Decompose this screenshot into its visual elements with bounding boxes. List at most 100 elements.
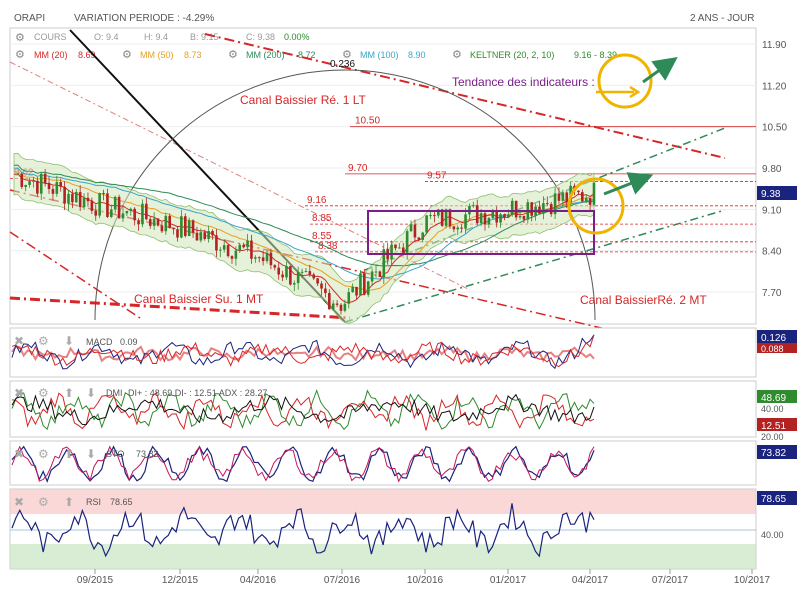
price-tick-label: 10.50 bbox=[762, 123, 787, 134]
candle-body bbox=[191, 220, 195, 233]
candle-body bbox=[121, 213, 125, 219]
settings-icon-rsi[interactable]: ⚙ bbox=[38, 495, 49, 509]
candle-body bbox=[464, 214, 467, 229]
candle-body bbox=[145, 203, 148, 220]
candle-body bbox=[331, 303, 335, 310]
candle-body bbox=[207, 231, 210, 240]
candle-body bbox=[176, 229, 179, 238]
candle-body bbox=[394, 244, 397, 249]
candle-body bbox=[94, 210, 98, 216]
legend-mm50-value: 8.73 bbox=[184, 50, 202, 60]
candle-body bbox=[106, 193, 109, 217]
settings-icon-mm200[interactable]: ⚙ bbox=[228, 49, 238, 61]
candle-body bbox=[59, 182, 63, 187]
candle-body bbox=[530, 202, 534, 216]
canal-su-line bbox=[9, 296, 351, 320]
rsi-label: RSI bbox=[86, 497, 101, 507]
candle-body bbox=[219, 249, 222, 251]
candle-body bbox=[503, 214, 506, 218]
canal-lt-line bbox=[204, 33, 726, 159]
close-icon-dmi[interactable]: ✖ bbox=[14, 386, 24, 400]
candle-body bbox=[148, 219, 152, 226]
candle-body bbox=[448, 209, 452, 227]
legend-keltner-value: 9.16 - 8.39 bbox=[574, 50, 617, 60]
candle-body bbox=[254, 257, 257, 259]
candle-body bbox=[203, 232, 207, 240]
price-tick-label: 11.90 bbox=[762, 40, 787, 51]
candle-body bbox=[553, 193, 557, 215]
fib-label: 0.236 bbox=[330, 59, 355, 70]
rsi-line bbox=[11, 503, 595, 558]
legend-mm100-value: 8.90 bbox=[408, 50, 426, 60]
candle-body bbox=[339, 304, 343, 311]
close-icon-rsi[interactable]: ✖ bbox=[14, 495, 24, 509]
settings-icon-dmi[interactable]: ⚙ bbox=[38, 386, 49, 400]
candle-body bbox=[475, 205, 479, 224]
price-tick-label: 9.80 bbox=[762, 164, 782, 175]
up-arrow-icon-sto[interactable]: ⬆ bbox=[64, 447, 74, 461]
legend-cours: COURS bbox=[34, 32, 67, 42]
candle-body bbox=[522, 215, 526, 220]
candle-body bbox=[187, 220, 191, 236]
settings-icon-mm100[interactable]: ⚙ bbox=[342, 49, 352, 61]
sto-d-line bbox=[11, 445, 595, 483]
price-tick-label: 7.70 bbox=[762, 288, 782, 299]
mm200-line bbox=[13, 164, 595, 267]
down-arrow-icon-macd[interactable]: ⬇ bbox=[64, 334, 74, 348]
candle-body bbox=[347, 292, 351, 304]
legend-mm200: MM (200) bbox=[246, 50, 285, 60]
candle-body bbox=[32, 180, 35, 182]
candle-body bbox=[55, 182, 59, 194]
candle-body bbox=[16, 173, 20, 175]
settings-icon-mm50[interactable]: ⚙ bbox=[122, 49, 132, 61]
candle-body bbox=[328, 293, 331, 310]
date-tick-label: 07/2017 bbox=[652, 575, 689, 586]
candle-body bbox=[292, 283, 296, 285]
candle-body bbox=[242, 244, 245, 248]
period-label: 2 ANS - JOUR bbox=[690, 13, 754, 24]
candle-body bbox=[281, 274, 284, 278]
candle-body bbox=[117, 196, 121, 219]
candle-body bbox=[36, 180, 39, 194]
candle-body bbox=[47, 182, 51, 190]
settings-icon-macd[interactable]: ⚙ bbox=[38, 334, 49, 348]
legend-row-1: ⚙ COURS O: 9.4 H: 9.4 B: 9.15 C: 9.38 0.… bbox=[15, 32, 310, 44]
down-arrow-icon-sto[interactable]: ⬇ bbox=[86, 447, 96, 461]
candle-body bbox=[141, 203, 144, 225]
price-levels: 10.509.709.579.168.858.558.389.62 bbox=[10, 116, 756, 253]
candle-body bbox=[43, 173, 47, 183]
candle-body bbox=[433, 215, 436, 217]
date-tick-label: 10/2017 bbox=[734, 575, 771, 586]
rsi-badge: 78.65 bbox=[761, 494, 786, 505]
candle-body bbox=[405, 231, 409, 253]
close-icon-sto[interactable]: ✖ bbox=[14, 447, 24, 461]
candle-body bbox=[304, 271, 308, 273]
price-axis: 11.90 11.20 10.50 9.80 9.10 8.40 7.70 bbox=[762, 40, 787, 299]
settings-icon-mm20[interactable]: ⚙ bbox=[15, 49, 25, 61]
candle-body bbox=[363, 273, 366, 295]
legend-close: C: 9.38 bbox=[246, 32, 275, 42]
candle-body bbox=[226, 245, 230, 257]
dmi-text: DI+ : 48.69 DI- : 12.51 ADX : 28.27 bbox=[128, 388, 267, 398]
up-arrow-icon-rsi[interactable]: ⬆ bbox=[64, 495, 74, 509]
close-icon-macd[interactable]: ✖ bbox=[14, 334, 24, 348]
macd-histogram bbox=[11, 344, 595, 363]
dmi-badge-top: 48.69 bbox=[761, 393, 786, 404]
last-price-badge bbox=[757, 186, 797, 200]
candle-body bbox=[584, 198, 588, 202]
price-level-label: 9.57 bbox=[427, 171, 447, 182]
candle-body bbox=[183, 216, 187, 236]
down-arrow-icon-dmi[interactable]: ⬇ bbox=[86, 386, 96, 400]
candle-body bbox=[300, 271, 304, 273]
candle-body bbox=[78, 192, 82, 208]
candle-body bbox=[409, 224, 413, 232]
settings-icon[interactable]: ⚙ bbox=[15, 32, 25, 44]
settings-icon-keltner[interactable]: ⚙ bbox=[452, 49, 462, 61]
candle-body bbox=[557, 193, 561, 201]
candle-body bbox=[285, 266, 288, 278]
date-axis: 09/2015 12/2015 04/2016 07/2016 10/2016 01/20… bbox=[77, 569, 771, 586]
candle-body bbox=[542, 203, 545, 214]
settings-icon-sto[interactable]: ⚙ bbox=[38, 447, 49, 461]
up-arrow-icon-dmi[interactable]: ⬆ bbox=[64, 386, 74, 400]
